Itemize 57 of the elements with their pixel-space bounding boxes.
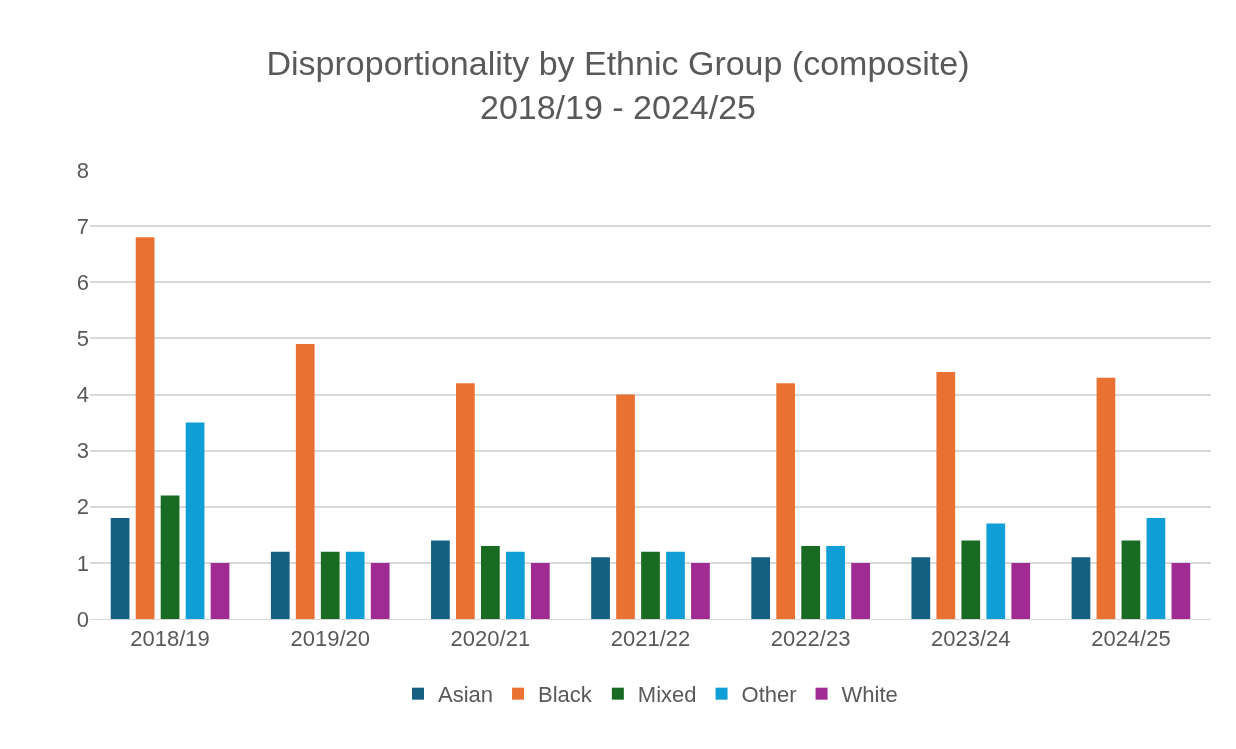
bar	[986, 523, 1006, 619]
y-tick-label: 7	[76, 213, 89, 239]
bar	[270, 551, 290, 619]
bar	[110, 517, 130, 619]
bar	[1011, 562, 1031, 619]
bar	[370, 562, 390, 619]
bar	[210, 562, 230, 619]
bar	[691, 562, 710, 619]
bar	[776, 383, 796, 619]
x-tick-label: 2021/22	[610, 626, 691, 652]
y-tick-label: 6	[76, 269, 89, 295]
bar	[1121, 540, 1141, 619]
bar	[1146, 517, 1166, 619]
y-tick-label: 0	[76, 606, 89, 632]
y-tick-label: 2	[76, 494, 89, 520]
bar	[530, 562, 550, 619]
x-tick-label: 2019/20	[290, 626, 370, 652]
bar	[456, 383, 475, 619]
bar	[961, 540, 981, 619]
y-tick-label: 5	[76, 326, 89, 352]
bar	[801, 546, 821, 619]
bar	[936, 372, 956, 619]
bar	[431, 540, 450, 619]
x-tick-label: 2024/25	[1091, 626, 1171, 652]
bar	[616, 394, 635, 619]
y-tick-label: 8	[76, 157, 89, 183]
legend-label: Black	[538, 682, 593, 708]
bar	[1171, 562, 1191, 619]
bar	[591, 557, 610, 619]
legend-label: Mixed	[637, 682, 697, 708]
bar	[320, 551, 340, 619]
x-tick-label: 2018/19	[130, 626, 210, 652]
x-tick-label: 2023/24	[931, 626, 1011, 652]
chart-title: Disproportionality by Ethnic Group (composite) 2018/19 - 2024/25	[266, 43, 970, 127]
y-tick-label: 4	[76, 382, 89, 408]
bar	[826, 546, 845, 619]
bar	[295, 343, 315, 619]
bar	[160, 495, 180, 619]
bar	[851, 562, 870, 619]
bar	[1096, 377, 1116, 619]
y-tick-label: 1	[76, 550, 89, 576]
bar	[135, 237, 155, 619]
bar	[185, 422, 205, 619]
bar	[480, 546, 500, 619]
bar	[641, 551, 660, 619]
x-tick-label: 2020/21	[450, 626, 531, 652]
x-tick-label: 2022/23	[770, 626, 851, 652]
legend-label: White	[841, 682, 898, 708]
legend-label: Asian	[438, 682, 494, 708]
bar	[1071, 557, 1091, 619]
bar	[505, 551, 525, 619]
bar	[911, 557, 931, 619]
legend-label: Other	[741, 682, 797, 708]
bar	[751, 557, 771, 619]
bar	[345, 551, 365, 619]
bar	[666, 551, 685, 619]
y-tick-label: 3	[76, 438, 89, 464]
